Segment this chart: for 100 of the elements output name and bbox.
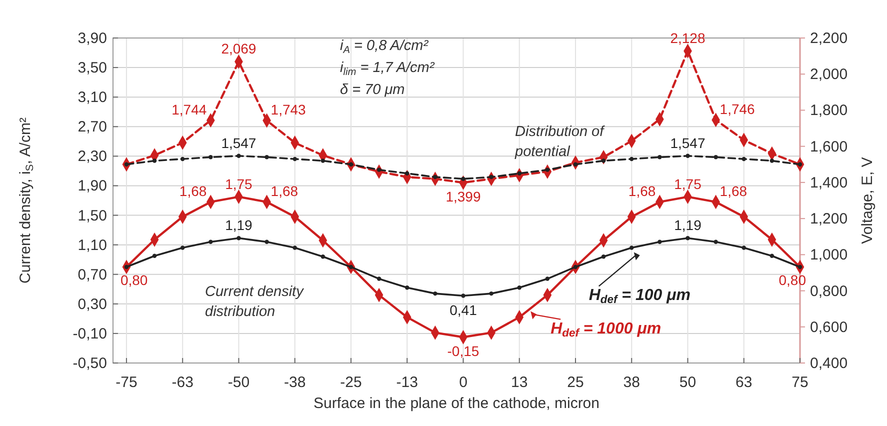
y-tick-label: -0,50 xyxy=(72,355,107,372)
y2-tick-label: 1,400 xyxy=(810,174,848,192)
point xyxy=(770,158,774,163)
data-label: 1,68 xyxy=(270,182,298,199)
y2-tick-label: 1,000 xyxy=(810,246,848,264)
x-tick-label: 0 xyxy=(459,374,468,391)
data-label: 1,547 xyxy=(221,134,256,151)
x-tick-label: -38 xyxy=(284,374,306,391)
y2-tick-label: 1,800 xyxy=(810,102,848,120)
point xyxy=(264,240,269,244)
data-label: 1,743 xyxy=(270,102,306,118)
point xyxy=(686,154,690,158)
point xyxy=(630,156,634,162)
annotation: Current density distribution xyxy=(205,284,304,320)
point xyxy=(461,294,466,298)
point xyxy=(601,158,606,163)
y2-axis-title: Voltage, E, V xyxy=(859,157,876,244)
point xyxy=(292,246,297,250)
y2-tick-label: 0,600 xyxy=(810,318,848,336)
annotation: i$_{A}$ = 0,8 A/cm² xyxy=(340,38,430,56)
data-label: 2,069 xyxy=(221,40,256,57)
annotation: Distribution of potential xyxy=(514,124,606,160)
x-tick-label: -50 xyxy=(228,374,250,391)
point xyxy=(208,240,213,244)
point xyxy=(264,155,269,160)
y-tick-label: 0,70 xyxy=(78,266,107,284)
y-tick-label: 1,50 xyxy=(78,207,107,224)
point xyxy=(320,254,326,259)
x-tick-label: 38 xyxy=(623,374,640,391)
data-label: 1,399 xyxy=(446,188,481,205)
point xyxy=(180,156,185,162)
point xyxy=(742,156,746,162)
point xyxy=(517,286,522,290)
point xyxy=(714,240,718,244)
data-label: 1,746 xyxy=(720,100,756,117)
data-label: 1,19 xyxy=(674,217,702,234)
data-label: 2,128 xyxy=(670,30,706,46)
point xyxy=(714,155,718,160)
point xyxy=(236,236,241,240)
annotation: H$_{def}$ = 100 μm xyxy=(588,287,690,306)
x-tick-label: -75 xyxy=(116,374,138,391)
point xyxy=(658,155,662,160)
annotation: H$_{def}$ = 1000 μm xyxy=(550,320,662,340)
y2-tick-label: 2,000 xyxy=(810,66,848,84)
point xyxy=(489,291,494,296)
y-tick-label: 3,50 xyxy=(78,60,107,77)
x-tick-label: -25 xyxy=(340,374,362,391)
point xyxy=(152,158,157,163)
y-tick-label: 2,70 xyxy=(78,118,107,136)
x-tick-label: 63 xyxy=(736,374,752,391)
y-tick-label: 2,30 xyxy=(78,148,107,166)
point xyxy=(236,154,241,158)
data-label: 1,68 xyxy=(720,182,748,199)
x-tick-label: 25 xyxy=(567,374,584,391)
data-label: 1,68 xyxy=(628,182,656,199)
y-tick-label: 1,10 xyxy=(78,236,107,254)
annotation: i$_{lim}$ = 1,7 A/cm² xyxy=(340,60,436,78)
point xyxy=(630,246,634,250)
point xyxy=(658,240,662,244)
x-tick-label: 75 xyxy=(792,374,808,391)
point xyxy=(376,276,382,281)
point xyxy=(180,246,185,250)
x-tick-label: -63 xyxy=(172,374,194,391)
point xyxy=(545,276,550,281)
data-label: 1,547 xyxy=(670,134,706,151)
point xyxy=(152,254,157,258)
y2-tick-label: 1,200 xyxy=(810,210,848,228)
y2-tick-label: 1,600 xyxy=(810,138,848,156)
data-label: 1,19 xyxy=(225,217,253,234)
point xyxy=(433,291,438,296)
y2-tick-label: 0,800 xyxy=(810,282,848,300)
data-label: 1,75 xyxy=(225,176,253,192)
point xyxy=(404,171,410,176)
y-tick-label: 3,90 xyxy=(78,30,107,47)
point xyxy=(320,158,326,163)
y2-tick-label: 2,200 xyxy=(810,30,848,47)
point xyxy=(404,286,410,290)
y-tick-label: 0,30 xyxy=(78,296,107,313)
y-tick-label: 1,90 xyxy=(78,178,107,195)
point xyxy=(770,254,774,258)
x-tick-label: 13 xyxy=(511,374,528,391)
data-label: 1,744 xyxy=(172,101,207,118)
y-tick-label: 3,10 xyxy=(78,89,107,106)
y2-tick-label: 0,400 xyxy=(810,355,848,372)
point xyxy=(601,254,606,259)
x-tick-label: 50 xyxy=(679,374,696,391)
point xyxy=(461,176,466,181)
data-label: 0,80 xyxy=(778,272,806,288)
data-label: -0,15 xyxy=(447,343,480,360)
x-tick-label: -13 xyxy=(396,374,418,391)
point xyxy=(208,155,213,160)
point xyxy=(292,156,297,162)
data-label: 1,68 xyxy=(179,182,207,199)
data-label: 1,75 xyxy=(674,176,702,192)
data-label: 0,80 xyxy=(120,272,148,288)
point xyxy=(742,246,746,250)
y-tick-label: -0,10 xyxy=(72,325,107,342)
data-label: 0,41 xyxy=(450,302,478,318)
x-axis-title: Surface in the plane of the cathode, micron xyxy=(313,395,600,412)
point xyxy=(686,236,690,240)
